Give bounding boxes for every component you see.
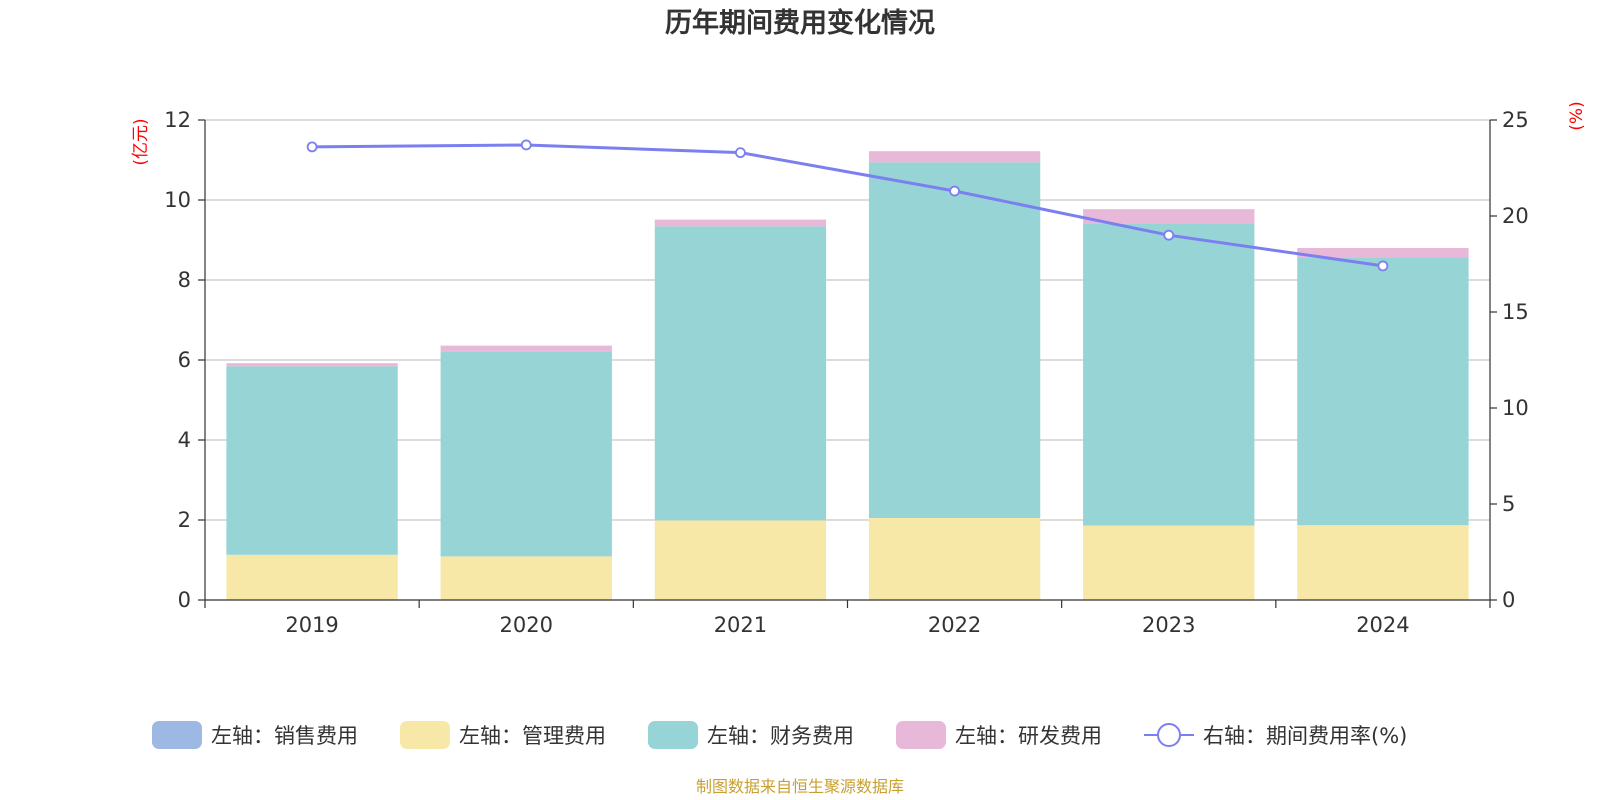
rate-point xyxy=(1377,260,1389,272)
rate-point xyxy=(1163,229,1175,241)
bar-segment xyxy=(654,520,827,600)
rate-point xyxy=(735,147,746,159)
legend-swatch xyxy=(648,721,698,749)
axes: 0 2 4 6 8 10 12 0 5 10 15 20 25 2019 2020 2021 2022 2023 2… xyxy=(164,108,1528,637)
bar-segment xyxy=(1083,525,1255,600)
bar-segment xyxy=(654,226,827,521)
rate-point xyxy=(306,141,318,153)
bar-segment xyxy=(868,151,1041,163)
bar-segment xyxy=(440,556,612,600)
bar-segment xyxy=(868,162,1041,518)
legend-marker xyxy=(1157,723,1181,747)
legend-label: 右轴：期间费用率(%) xyxy=(1203,724,1407,748)
legend-label: 左轴：管理费用 xyxy=(459,724,606,748)
bar-segment xyxy=(440,345,612,352)
bar-segment xyxy=(654,219,827,227)
legend-label: 左轴：财务费用 xyxy=(707,724,854,748)
bar-segment xyxy=(226,366,398,555)
bar-segment xyxy=(226,554,398,600)
bar-segment xyxy=(1297,258,1469,526)
left-axis-unit: (亿元) xyxy=(131,118,151,165)
legend-swatch xyxy=(400,721,450,749)
right-tick-label: 5 xyxy=(1502,492,1515,516)
right-tick-label: 20 xyxy=(1502,204,1529,228)
bar-segment xyxy=(226,363,398,367)
x-tick-label: 2024 xyxy=(1356,613,1409,637)
rate-line-path xyxy=(312,143,1384,268)
legend-label: 左轴：研发费用 xyxy=(955,724,1102,748)
x-tick-label: 2020 xyxy=(500,613,553,637)
bar-segment xyxy=(1297,248,1469,258)
right-tick-label: 15 xyxy=(1502,300,1529,324)
legend: 左轴：销售费用 左轴：管理费用 左轴：财务费用 左轴：研发费用 右轴：期间费用率(%) xyxy=(152,721,1407,749)
left-tick-label: 10 xyxy=(164,188,191,212)
x-tick-label: 2022 xyxy=(928,613,981,637)
left-tick-label: 12 xyxy=(164,108,191,132)
right-tick-label: 25 xyxy=(1502,108,1529,132)
x-tick-label: 2019 xyxy=(285,613,338,637)
left-tick-label: 2 xyxy=(178,508,191,532)
rate-point xyxy=(949,185,960,197)
bar-segment xyxy=(440,351,612,557)
bar-segment xyxy=(1083,209,1255,224)
right-tick-label: 10 xyxy=(1502,396,1529,420)
chart-title: 历年期间费用变化情况 xyxy=(665,7,935,39)
legend-label: 左轴：销售费用 xyxy=(211,724,358,748)
bar-segment xyxy=(1083,223,1255,526)
legend-swatch xyxy=(152,721,202,749)
left-tick-label: 4 xyxy=(178,428,191,452)
x-tick-label: 2023 xyxy=(1142,613,1195,637)
left-tick-label: 6 xyxy=(178,348,191,372)
bars xyxy=(226,151,1469,600)
footer-source: 制图数据来自恒生聚源数据库 xyxy=(696,777,904,796)
legend-swatch xyxy=(896,721,946,749)
bar-segment xyxy=(868,518,1041,600)
rate-point xyxy=(520,139,532,151)
rate-line xyxy=(306,139,1389,272)
right-axis-unit: (%) xyxy=(1567,101,1587,130)
left-tick-label: 0 xyxy=(178,588,191,612)
x-tick-label: 2021 xyxy=(714,613,767,637)
right-tick-label: 0 xyxy=(1502,588,1515,612)
gridlines xyxy=(205,119,1490,521)
left-tick-label: 8 xyxy=(178,268,191,292)
bar-segment xyxy=(1297,525,1469,600)
